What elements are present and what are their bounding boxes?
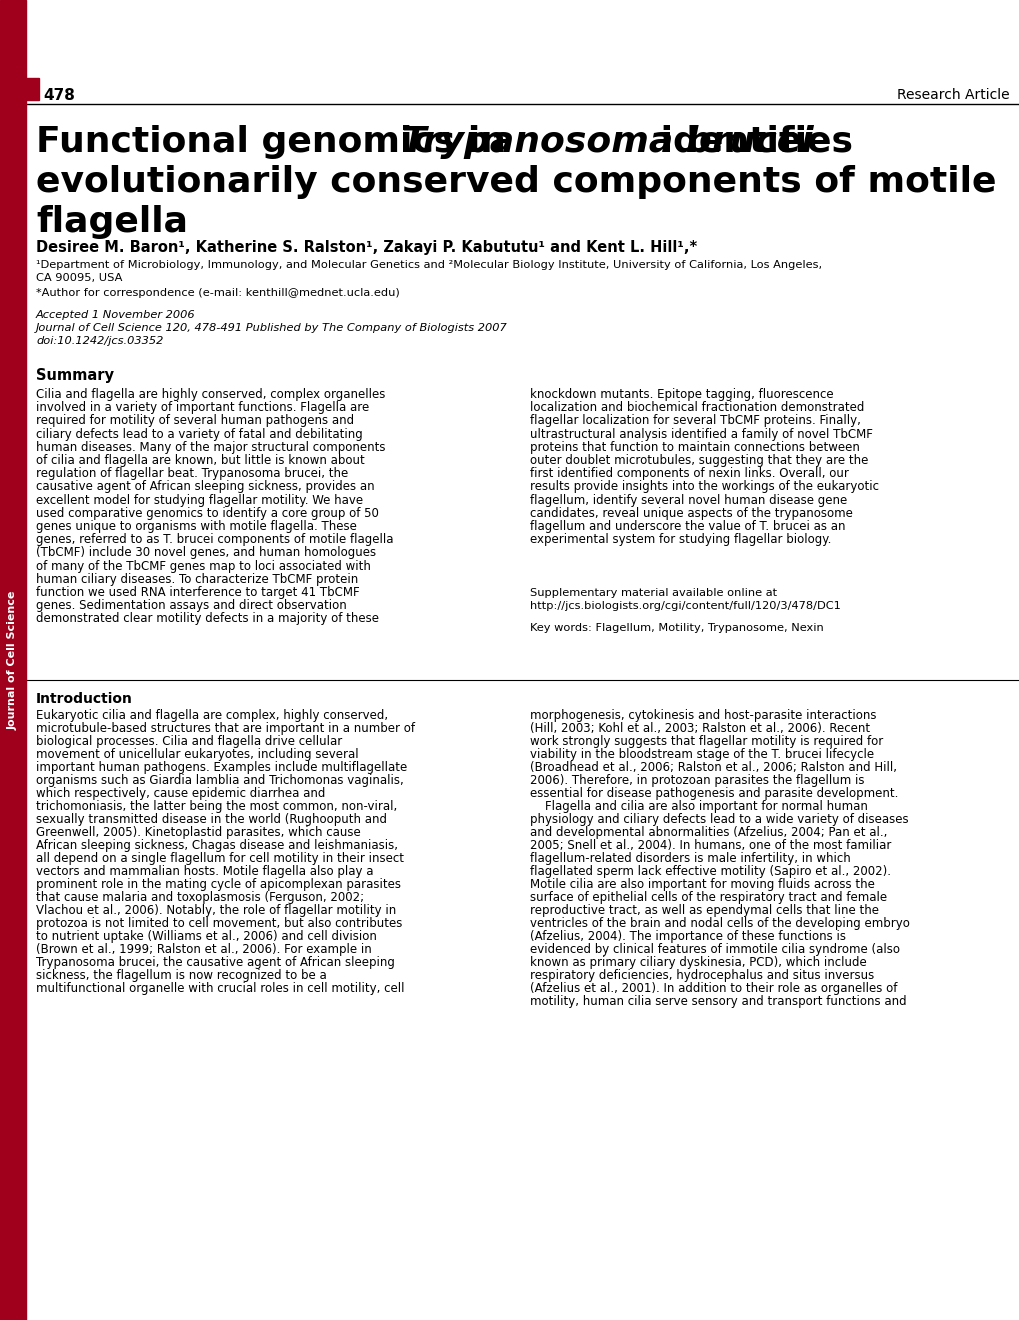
Text: (Afzelius et al., 2001). In addition to their role as organelles of: (Afzelius et al., 2001). In addition to … bbox=[530, 982, 897, 995]
Text: localization and biochemical fractionation demonstrated: localization and biochemical fractionati… bbox=[530, 401, 863, 414]
Text: sexually transmitted disease in the world (Rughooputh and: sexually transmitted disease in the worl… bbox=[36, 813, 386, 826]
Text: human ciliary diseases. To characterize TbCMF protein: human ciliary diseases. To characterize … bbox=[36, 573, 358, 586]
Text: and developmental abnormalities (Afzelius, 2004; Pan et al.,: and developmental abnormalities (Afzeliu… bbox=[530, 826, 887, 840]
Bar bbox=[0, 0, 25, 1320]
Text: ventricles of the brain and nodal cells of the developing embryo: ventricles of the brain and nodal cells … bbox=[530, 917, 909, 931]
Text: work strongly suggests that flagellar motility is required for: work strongly suggests that flagellar mo… bbox=[530, 735, 882, 748]
Text: surface of epithelial cells of the respiratory tract and female: surface of epithelial cells of the respi… bbox=[530, 891, 887, 904]
Text: experimental system for studying flagellar biology.: experimental system for studying flagell… bbox=[530, 533, 830, 546]
Text: human diseases. Many of the major structural components: human diseases. Many of the major struct… bbox=[36, 441, 385, 454]
Text: (Broadhead et al., 2006; Ralston et al., 2006; Ralston and Hill,: (Broadhead et al., 2006; Ralston et al.,… bbox=[530, 762, 896, 774]
Bar bbox=[25, 78, 39, 100]
Text: evidenced by clinical features of immotile cilia syndrome (also: evidenced by clinical features of immoti… bbox=[530, 942, 899, 956]
Text: organisms such as Giardia lamblia and Trichomonas vaginalis,: organisms such as Giardia lamblia and Tr… bbox=[36, 774, 404, 787]
Text: important human pathogens. Examples include multiflagellate: important human pathogens. Examples incl… bbox=[36, 762, 407, 774]
Text: CA 90095, USA: CA 90095, USA bbox=[36, 273, 122, 282]
Text: genes unique to organisms with motile flagella. These: genes unique to organisms with motile fl… bbox=[36, 520, 357, 533]
Text: biological processes. Cilia and flagella drive cellular: biological processes. Cilia and flagella… bbox=[36, 735, 342, 748]
Text: Motile cilia are also important for moving fluids across the: Motile cilia are also important for movi… bbox=[530, 878, 874, 891]
Text: evolutionarily conserved components of motile: evolutionarily conserved components of m… bbox=[36, 165, 996, 199]
Text: 2005; Snell et al., 2004). In humans, one of the most familiar: 2005; Snell et al., 2004). In humans, on… bbox=[530, 840, 891, 851]
Text: Research Article: Research Article bbox=[897, 88, 1009, 102]
Text: Cilia and flagella are highly conserved, complex organelles: Cilia and flagella are highly conserved,… bbox=[36, 388, 385, 401]
Text: of many of the TbCMF genes map to loci associated with: of many of the TbCMF genes map to loci a… bbox=[36, 560, 371, 573]
Text: demonstrated clear motility defects in a majority of these: demonstrated clear motility defects in a… bbox=[36, 612, 379, 626]
Text: Functional genomics in: Functional genomics in bbox=[36, 125, 518, 158]
Text: Desiree M. Baron¹, Katherine S. Ralston¹, Zakayi P. Kabututu¹ and Kent L. Hill¹,: Desiree M. Baron¹, Katherine S. Ralston¹… bbox=[36, 240, 697, 255]
Text: involved in a variety of important functions. Flagella are: involved in a variety of important funct… bbox=[36, 401, 369, 414]
Text: Trypanosoma brucei: Trypanosoma brucei bbox=[401, 125, 813, 158]
Text: Vlachou et al., 2006). Notably, the role of flagellar motility in: Vlachou et al., 2006). Notably, the role… bbox=[36, 904, 395, 917]
Text: proteins that function to maintain connections between: proteins that function to maintain conne… bbox=[530, 441, 859, 454]
Text: genes, referred to as T. brucei components of motile flagella: genes, referred to as T. brucei componen… bbox=[36, 533, 393, 546]
Text: flagellum, identify several novel human disease gene: flagellum, identify several novel human … bbox=[530, 494, 847, 507]
Text: 2006). Therefore, in protozoan parasites the flagellum is: 2006). Therefore, in protozoan parasites… bbox=[530, 774, 864, 787]
Text: (TbCMF) include 30 novel genes, and human homologues: (TbCMF) include 30 novel genes, and huma… bbox=[36, 546, 376, 560]
Text: flagella: flagella bbox=[36, 205, 187, 239]
Text: Journal of Cell Science 120, 478-491 Published by The Company of Biologists 2007: Journal of Cell Science 120, 478-491 Pub… bbox=[36, 323, 507, 333]
Text: (Brown et al., 1999; Ralston et al., 2006). For example in: (Brown et al., 1999; Ralston et al., 200… bbox=[36, 942, 371, 956]
Text: used comparative genomics to identify a core group of 50: used comparative genomics to identify a … bbox=[36, 507, 378, 520]
Text: movement of unicellular eukaryotes, including several: movement of unicellular eukaryotes, incl… bbox=[36, 748, 359, 762]
Text: ultrastructural analysis identified a family of novel TbCMF: ultrastructural analysis identified a fa… bbox=[530, 428, 872, 441]
Text: Eukaryotic cilia and flagella are complex, highly conserved,: Eukaryotic cilia and flagella are comple… bbox=[36, 709, 388, 722]
Text: Supplementary material available online at: Supplementary material available online … bbox=[530, 587, 776, 598]
Text: genes. Sedimentation assays and direct observation: genes. Sedimentation assays and direct o… bbox=[36, 599, 346, 612]
Text: African sleeping sickness, Chagas disease and leishmaniasis,: African sleeping sickness, Chagas diseas… bbox=[36, 840, 397, 851]
Text: multifunctional organelle with crucial roles in cell motility, cell: multifunctional organelle with crucial r… bbox=[36, 982, 405, 995]
Text: that cause malaria and toxoplasmosis (Ferguson, 2002;: that cause malaria and toxoplasmosis (Fe… bbox=[36, 891, 364, 904]
Text: http://jcs.biologists.org/cgi/content/full/120/3/478/DC1: http://jcs.biologists.org/cgi/content/fu… bbox=[530, 601, 840, 611]
Text: prominent role in the mating cycle of apicomplexan parasites: prominent role in the mating cycle of ap… bbox=[36, 878, 400, 891]
Text: Flagella and cilia are also important for normal human: Flagella and cilia are also important fo… bbox=[530, 800, 867, 813]
Text: reproductive tract, as well as ependymal cells that line the: reproductive tract, as well as ependymal… bbox=[530, 904, 878, 917]
Text: *Author for correspondence (e-mail: kenthill@mednet.ucla.edu): *Author for correspondence (e-mail: kent… bbox=[36, 288, 399, 298]
Text: essential for disease pathogenesis and parasite development.: essential for disease pathogenesis and p… bbox=[530, 787, 898, 800]
Text: Introduction: Introduction bbox=[36, 692, 132, 706]
Text: Journal of Cell Science: Journal of Cell Science bbox=[8, 590, 18, 730]
Text: (Afzelius, 2004). The importance of these functions is: (Afzelius, 2004). The importance of thes… bbox=[530, 931, 845, 942]
Text: outer doublet microtubules, suggesting that they are the: outer doublet microtubules, suggesting t… bbox=[530, 454, 867, 467]
Text: first identified components of nexin links. Overall, our: first identified components of nexin lin… bbox=[530, 467, 848, 480]
Text: identifies: identifies bbox=[647, 125, 852, 158]
Text: Trypanosoma brucei, the causative agent of African sleeping: Trypanosoma brucei, the causative agent … bbox=[36, 956, 394, 969]
Text: required for motility of several human pathogens and: required for motility of several human p… bbox=[36, 414, 354, 428]
Text: which respectively, cause epidemic diarrhea and: which respectively, cause epidemic diarr… bbox=[36, 787, 325, 800]
Text: Key words: Flagellum, Motility, Trypanosome, Nexin: Key words: Flagellum, Motility, Trypanos… bbox=[530, 623, 823, 632]
Text: results provide insights into the workings of the eukaryotic: results provide insights into the workin… bbox=[530, 480, 878, 494]
Text: causative agent of African sleeping sickness, provides an: causative agent of African sleeping sick… bbox=[36, 480, 374, 494]
Text: physiology and ciliary defects lead to a wide variety of diseases: physiology and ciliary defects lead to a… bbox=[530, 813, 908, 826]
Text: knockdown mutants. Epitope tagging, fluorescence: knockdown mutants. Epitope tagging, fluo… bbox=[530, 388, 833, 401]
Text: protozoa is not limited to cell movement, but also contributes: protozoa is not limited to cell movement… bbox=[36, 917, 401, 931]
Text: flagellum-related disorders is male infertility, in which: flagellum-related disorders is male infe… bbox=[530, 851, 850, 865]
Text: morphogenesis, cytokinesis and host-parasite interactions: morphogenesis, cytokinesis and host-para… bbox=[530, 709, 875, 722]
Text: flagellum and underscore the value of T. brucei as an: flagellum and underscore the value of T.… bbox=[530, 520, 845, 533]
Text: 478: 478 bbox=[43, 88, 74, 103]
Text: regulation of flagellar beat. Trypanosoma brucei, the: regulation of flagellar beat. Trypanosom… bbox=[36, 467, 347, 480]
Text: microtubule-based structures that are important in a number of: microtubule-based structures that are im… bbox=[36, 722, 415, 735]
Text: Greenwell, 2005). Kinetoplastid parasites, which cause: Greenwell, 2005). Kinetoplastid parasite… bbox=[36, 826, 361, 840]
Text: known as primary ciliary dyskinesia, PCD), which include: known as primary ciliary dyskinesia, PCD… bbox=[530, 956, 866, 969]
Text: sickness, the flagellum is now recognized to be a: sickness, the flagellum is now recognize… bbox=[36, 969, 326, 982]
Text: ¹Department of Microbiology, Immunology, and Molecular Genetics and ²Molecular B: ¹Department of Microbiology, Immunology,… bbox=[36, 260, 821, 271]
Text: viability in the bloodstream stage of the T. brucei lifecycle: viability in the bloodstream stage of th… bbox=[530, 748, 873, 762]
Text: flagellar localization for several TbCMF proteins. Finally,: flagellar localization for several TbCMF… bbox=[530, 414, 860, 428]
Text: candidates, reveal unique aspects of the trypanosome: candidates, reveal unique aspects of the… bbox=[530, 507, 852, 520]
Text: function we used RNA interference to target 41 TbCMF: function we used RNA interference to tar… bbox=[36, 586, 360, 599]
Text: of cilia and flagella are known, but little is known about: of cilia and flagella are known, but lit… bbox=[36, 454, 365, 467]
Text: all depend on a single flagellum for cell motility in their insect: all depend on a single flagellum for cel… bbox=[36, 851, 404, 865]
Text: excellent model for studying flagellar motility. We have: excellent model for studying flagellar m… bbox=[36, 494, 363, 507]
Text: to nutrient uptake (Williams et al., 2006) and cell division: to nutrient uptake (Williams et al., 200… bbox=[36, 931, 376, 942]
Text: Accepted 1 November 2006: Accepted 1 November 2006 bbox=[36, 310, 196, 319]
Text: flagellated sperm lack effective motility (Sapiro et al., 2002).: flagellated sperm lack effective motilit… bbox=[530, 865, 891, 878]
Text: doi:10.1242/jcs.03352: doi:10.1242/jcs.03352 bbox=[36, 337, 163, 346]
Text: vectors and mammalian hosts. Motile flagella also play a: vectors and mammalian hosts. Motile flag… bbox=[36, 865, 373, 878]
Text: trichomoniasis, the latter being the most common, non-viral,: trichomoniasis, the latter being the mos… bbox=[36, 800, 396, 813]
Text: (Hill, 2003; Kohl et al., 2003; Ralston et al., 2006). Recent: (Hill, 2003; Kohl et al., 2003; Ralston … bbox=[530, 722, 869, 735]
Text: motility, human cilia serve sensory and transport functions and: motility, human cilia serve sensory and … bbox=[530, 995, 906, 1008]
Text: Summary: Summary bbox=[36, 368, 114, 383]
Text: respiratory deficiencies, hydrocephalus and situs inversus: respiratory deficiencies, hydrocephalus … bbox=[530, 969, 873, 982]
Text: ciliary defects lead to a variety of fatal and debilitating: ciliary defects lead to a variety of fat… bbox=[36, 428, 363, 441]
